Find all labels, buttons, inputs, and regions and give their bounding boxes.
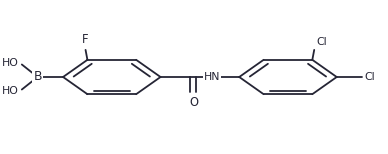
Text: F: F	[82, 33, 89, 46]
Text: Cl: Cl	[316, 36, 327, 47]
Text: O: O	[189, 96, 198, 109]
Text: HO: HO	[2, 86, 19, 96]
Text: Cl: Cl	[364, 72, 375, 82]
Text: HN: HN	[203, 72, 220, 82]
Text: HO: HO	[2, 58, 19, 68]
Text: B: B	[33, 71, 42, 83]
